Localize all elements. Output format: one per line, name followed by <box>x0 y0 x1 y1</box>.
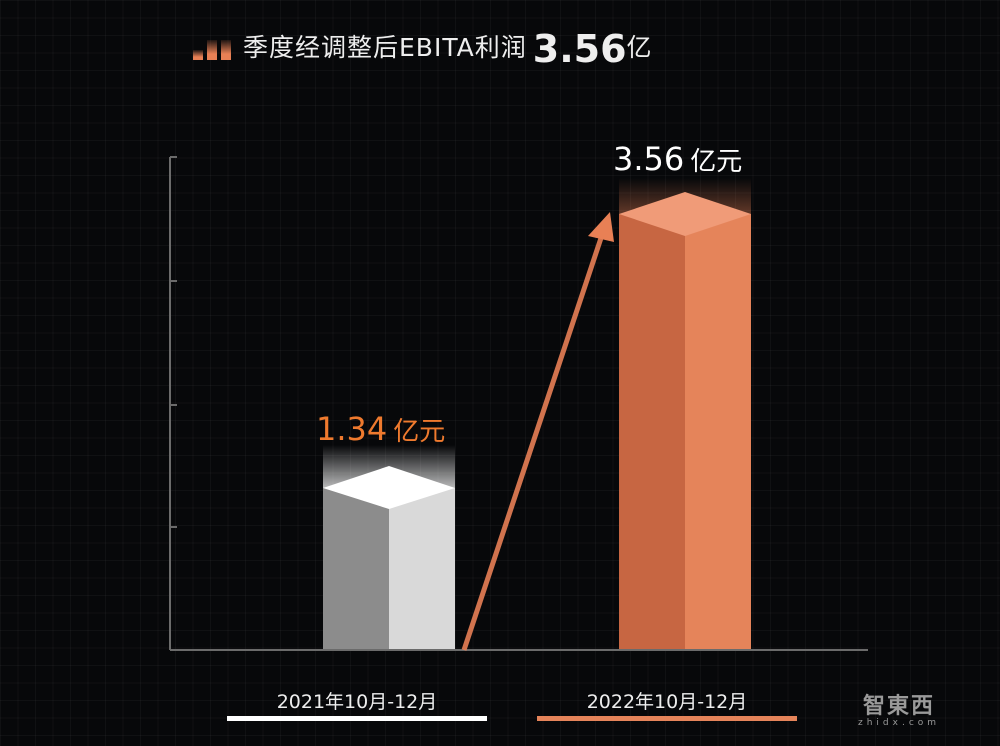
value-label-2021: 1.34 亿元 <box>316 410 446 448</box>
x-label-underline-2021 <box>227 716 487 721</box>
chart-title: 季度经调整后EBITA利润 3.56 亿 <box>193 24 652 68</box>
bar-chart-icon <box>193 40 231 60</box>
title-unit: 亿 <box>626 33 652 62</box>
y-axis <box>169 156 177 650</box>
watermark-logo: 智東西 zhidx.com <box>858 694 941 728</box>
bar-2021 <box>323 445 455 650</box>
value-label-2022: 3.56 亿元 <box>613 140 743 178</box>
title-text: 季度经调整后EBITA利润 <box>243 33 527 62</box>
growth-arrow-icon <box>461 212 614 651</box>
title-highlight-value: 3.56 <box>532 27 627 71</box>
x-label-2022: 2022年10月-12月 <box>586 691 748 713</box>
x-label-2021: 2021年10月-12月 <box>276 691 438 713</box>
x-label-underline-2022 <box>537 716 797 721</box>
bar-2022 <box>619 178 751 650</box>
